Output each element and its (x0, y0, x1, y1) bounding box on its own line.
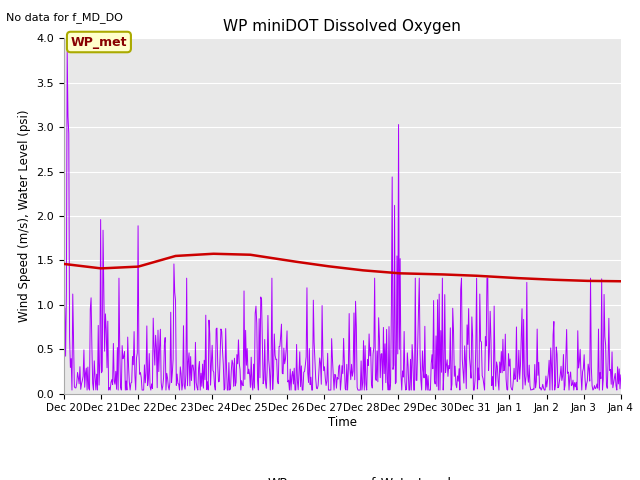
Legend: WP_ws, f_WaterLevel: WP_ws, f_WaterLevel (228, 471, 457, 480)
Y-axis label: Wind Speed (m/s), Water Level (psi): Wind Speed (m/s), Water Level (psi) (18, 110, 31, 322)
Title: WP miniDOT Dissolved Oxygen: WP miniDOT Dissolved Oxygen (223, 20, 461, 35)
Text: WP_met: WP_met (70, 36, 127, 48)
X-axis label: Time: Time (328, 416, 357, 429)
Text: No data for f_MD_DO: No data for f_MD_DO (6, 12, 124, 23)
